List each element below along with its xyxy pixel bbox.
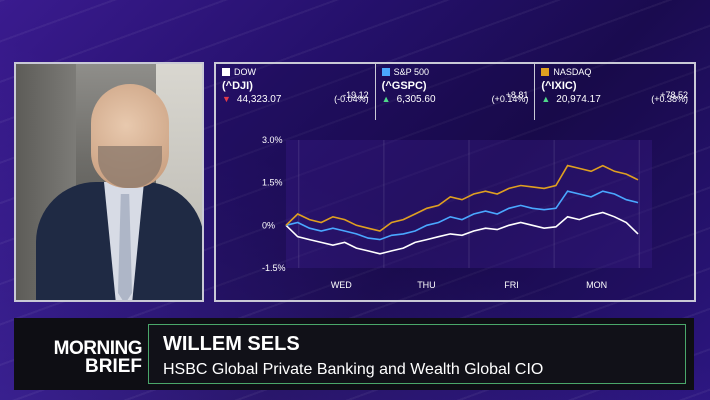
y-tick-label: 1.5% [262, 178, 283, 188]
ticker-symbol: (^IXIC) [541, 80, 577, 92]
ticker-sp500: S&P 500 (^GSPC) +8.81 ▲ 6,305.60 (+0.14%) [376, 64, 536, 120]
ticker-change: +78.52 [660, 90, 689, 100]
guest-name-box: WILLEM SELS HSBC Global Private Banking … [148, 324, 686, 384]
x-tick-label: THU [417, 280, 436, 290]
ticker-change: -19.12 [343, 90, 369, 100]
index-line-chart: 3.0% 1.5% 0% -1.5% WED THU FRI MON [262, 135, 652, 290]
series-line-s-p-500 [285, 190, 639, 241]
sp500-color-swatch [381, 68, 390, 76]
x-tick-label: WED [331, 280, 352, 290]
ticker-dow: DOW (^DJI) -19.12 ▼ 44,323.07 (-0.04%) [216, 64, 376, 120]
market-panel: DOW (^DJI) -19.12 ▼ 44,323.07 (-0.04%) S&P… [214, 62, 696, 302]
ticker-price: 6,305.60 [396, 94, 436, 105]
ticker-name: S&P 500 [393, 67, 430, 77]
x-tick-label: MON [586, 280, 607, 290]
ticker-pct: (+0.38%) [651, 94, 689, 104]
presenter-tie [118, 194, 132, 300]
y-tick-label: 3.0% [262, 135, 283, 145]
logo-line-1: MORNING [53, 338, 143, 359]
ticker-symbol: (^DJI) [222, 80, 253, 92]
lower-third: MORNING BRIEF WILLEM SELS HSBC Global Pr… [14, 318, 694, 390]
ticker-name: DOW [234, 67, 256, 77]
x-tick-label: FRI [504, 280, 518, 290]
series-line-dow [285, 211, 639, 255]
presenter-video [14, 62, 204, 302]
ticker-pct: (-0.04%) [334, 94, 369, 104]
ticker-price: 20,974.17 [556, 94, 601, 105]
guest-name: WILLEM SELS [163, 333, 300, 355]
y-tick-label: -1.5% [262, 263, 286, 273]
dow-color-swatch [222, 68, 230, 76]
ticker-name: NASDAQ [553, 67, 592, 77]
series-line-nasdaq [285, 164, 639, 232]
up-arrow-icon: ▲ [381, 94, 391, 104]
plot-area [286, 140, 652, 268]
y-tick-label: 0% [262, 220, 275, 230]
logo-line-2: BRIEF [85, 356, 142, 377]
ticker-strip: DOW (^DJI) -19.12 ▼ 44,323.07 (-0.04%) S&P… [216, 64, 694, 120]
show-logo: MORNING BRIEF [30, 338, 143, 377]
up-arrow-icon: ▲ [541, 94, 551, 104]
guest-title: HSBC Global Private Banking and Wealth G… [163, 361, 544, 378]
nasdaq-color-swatch [541, 68, 550, 76]
ticker-nasdaq: NASDAQ (^IXIC) +78.52 ▲ 20,974.17 (+0.38%) [535, 64, 694, 120]
ticker-symbol: (^GSPC) [381, 80, 427, 92]
ticker-pct: (+0.14%) [491, 94, 529, 104]
down-arrow-icon: ▼ [222, 94, 231, 104]
ticker-change: +8.81 [505, 90, 529, 100]
ticker-price: 44,323.07 [236, 94, 282, 105]
